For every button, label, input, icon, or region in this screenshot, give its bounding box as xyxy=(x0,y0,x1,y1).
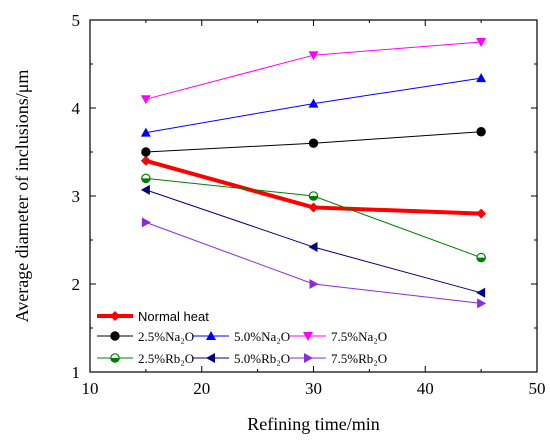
series-layer xyxy=(140,38,487,309)
legend-entry: Normal heat xyxy=(97,309,209,324)
data-point xyxy=(308,242,318,253)
x-tick-label: 20 xyxy=(193,379,210,398)
legend-marker xyxy=(110,331,120,341)
marker-fill xyxy=(476,257,486,262)
legend-marker xyxy=(206,331,216,340)
series-3 xyxy=(140,38,487,105)
series-line xyxy=(145,221,482,304)
legend-label: 5.0%Na₂O xyxy=(234,329,290,344)
legend-entry: 7.5%Na₂O xyxy=(290,329,387,344)
legend-label: Normal heat xyxy=(138,309,209,324)
y-tick-label: 3 xyxy=(72,187,81,206)
x-tick-label: 10 xyxy=(82,379,99,398)
marker-fill xyxy=(309,196,318,201)
legend-marker xyxy=(304,353,313,363)
series-line xyxy=(145,41,482,100)
legend-label: 7.5%Rb₂O xyxy=(331,351,387,366)
data-point xyxy=(308,98,319,108)
legend-entry: 7.5%Rb₂O xyxy=(290,351,387,366)
legend-marker xyxy=(303,332,313,341)
legend-marker xyxy=(110,311,120,321)
legend-entry: 5.0%Rb₂O xyxy=(193,351,290,366)
data-point xyxy=(140,155,151,166)
legend-marker xyxy=(110,353,120,363)
data-point xyxy=(140,127,151,137)
legend-entry: 2.5%Na₂O xyxy=(97,329,194,344)
series-2 xyxy=(140,73,487,137)
data-point xyxy=(476,38,487,47)
y-tick-label: 4 xyxy=(72,99,81,118)
data-point xyxy=(476,73,487,83)
data-point xyxy=(476,287,486,298)
legend-label: 7.5%Na₂O xyxy=(331,329,387,344)
axes: 10 20 30 40 50 1 2 3 4 5 xyxy=(72,11,546,398)
data-point xyxy=(309,279,319,289)
data-point xyxy=(141,217,151,228)
series-0 xyxy=(140,155,487,219)
legend-entry: 5.0%Na₂O xyxy=(193,329,290,344)
y-tick-label: 1 xyxy=(72,363,81,382)
y-tick-label: 5 xyxy=(72,11,81,30)
legend-entry: 2.5%Rb₂O xyxy=(97,351,194,366)
marker-fill xyxy=(110,358,120,363)
data-point xyxy=(477,298,487,309)
series-6 xyxy=(141,217,487,309)
x-tick-label: 40 xyxy=(417,379,434,398)
data-point xyxy=(308,191,319,201)
data-point xyxy=(308,51,319,61)
marker-fill xyxy=(141,178,151,183)
legend-label: 2.5%Na₂O xyxy=(138,329,194,344)
x-tick-label: 50 xyxy=(529,379,546,398)
legend-label: 2.5%Rb₂O xyxy=(138,351,194,366)
series-4 xyxy=(141,173,486,263)
data-point xyxy=(308,202,319,213)
legend-label: 5.0%Rb₂O xyxy=(234,351,290,366)
x-tick-label: 30 xyxy=(305,379,322,398)
y-tick-label: 2 xyxy=(72,275,81,294)
data-point xyxy=(308,138,319,148)
data-point xyxy=(476,127,486,137)
series-5 xyxy=(140,184,486,298)
x-axis-label: Refining time/min xyxy=(247,414,380,434)
data-point xyxy=(141,147,151,157)
data-point xyxy=(476,252,486,263)
y-axis-label: Average diameter of inclusions/μm xyxy=(12,70,32,323)
data-point xyxy=(140,184,150,195)
legend-marker xyxy=(206,353,215,363)
data-point xyxy=(140,95,151,105)
series-1 xyxy=(141,127,486,157)
data-point xyxy=(476,208,487,219)
legend: Normal heat 2.5%Na₂O 5.0%Na₂O 7.5%Na₂O 2.5%R… xyxy=(97,309,387,366)
data-point xyxy=(141,173,151,184)
